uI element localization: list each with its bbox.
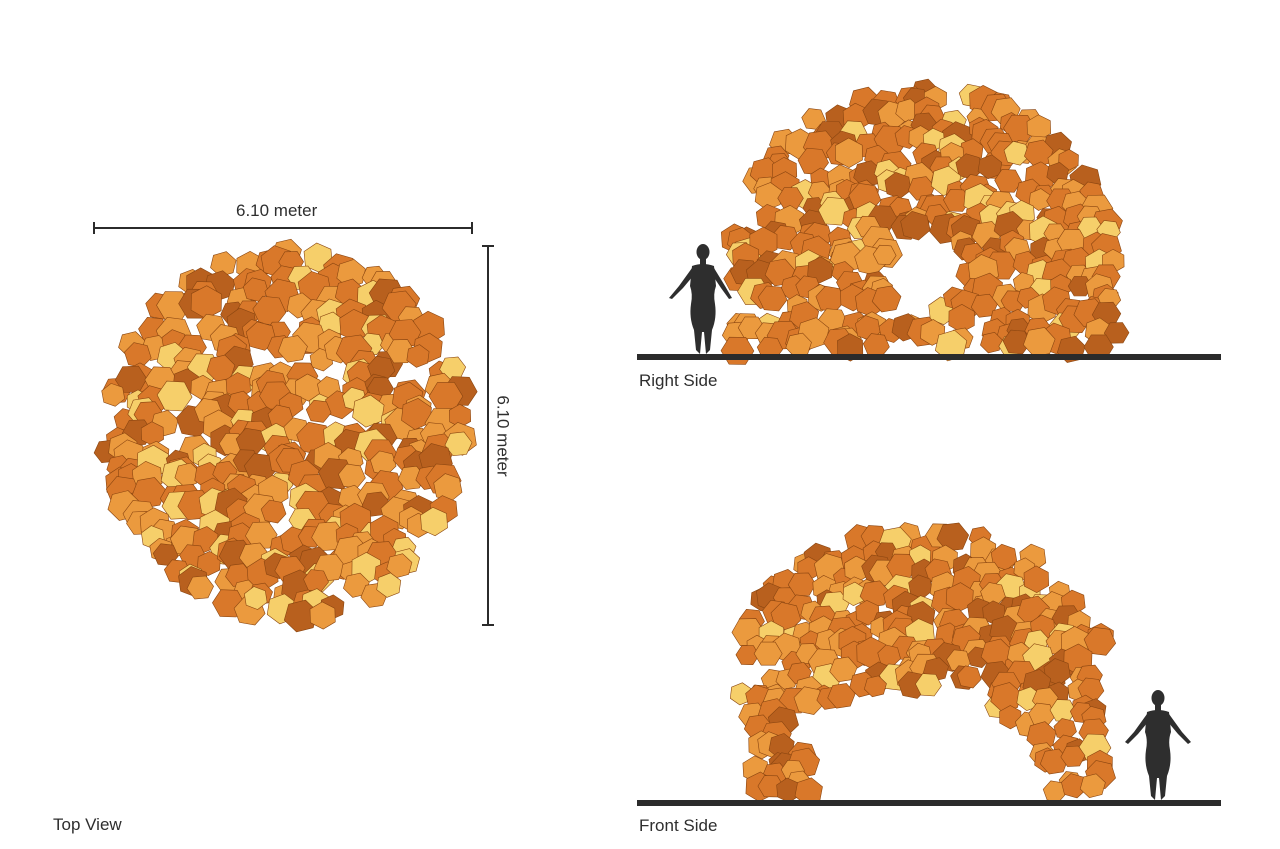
hexagon-tile <box>1002 329 1031 355</box>
hexagon-tile <box>1023 327 1056 357</box>
hexagon-tile <box>757 285 788 312</box>
hexagon-tile <box>369 450 397 476</box>
hexagon-tile <box>397 465 425 490</box>
hexagon-tile <box>186 575 214 600</box>
hexagon-tile <box>787 572 817 597</box>
hexagon-tile <box>309 601 336 630</box>
hexagon-tile <box>444 431 473 457</box>
depth-dimension-line <box>482 245 494 626</box>
front-side-ground-line <box>637 800 1221 806</box>
hexagon-tile <box>915 673 942 697</box>
hexagon-tile <box>817 196 851 226</box>
right-side-caption: Right Side <box>639 371 718 390</box>
hexagon-tile <box>406 344 430 368</box>
hexagon-tile <box>294 373 321 402</box>
hexagon-tile <box>1024 139 1054 167</box>
hexagon-tile <box>735 645 760 666</box>
hexagon-tile <box>1079 773 1106 799</box>
hexagon-tile <box>420 506 448 537</box>
hexagon-tile <box>970 293 998 318</box>
hexagon-tile <box>336 259 366 289</box>
hexagon-tile <box>386 553 413 579</box>
hexagon-tile <box>1060 745 1086 767</box>
hexagon-tile <box>448 403 472 428</box>
hexagon-tile <box>305 399 332 423</box>
hexagon-tile <box>994 169 1022 193</box>
hexagon-tile <box>829 656 858 683</box>
hexagon-tile <box>244 586 268 610</box>
human-scale-figure-right <box>669 244 732 354</box>
top-view-pavilion <box>93 238 478 633</box>
hexagon-tile <box>834 137 863 168</box>
depth-dimension-label: 6.10 meter <box>493 395 513 477</box>
hexagon-tile <box>977 154 1003 180</box>
hexagon-tile <box>871 285 902 313</box>
hexagon-tile <box>943 188 971 212</box>
top-view-caption: Top View <box>53 815 122 834</box>
hexagon-tile <box>956 665 982 689</box>
front-side-pavilion <box>729 522 1117 806</box>
hexagon-tile <box>260 499 287 524</box>
hexagon-tile <box>934 329 968 362</box>
hexagon-tile <box>245 321 277 351</box>
hexagon-tile <box>720 336 755 365</box>
hexagon-tile <box>753 641 783 666</box>
right-side-ground-line <box>637 354 1221 360</box>
hexagon-tile <box>376 572 402 598</box>
front-side-caption: Front Side <box>639 816 718 835</box>
hexagon-tile <box>900 210 931 241</box>
hexagon-tile <box>948 304 975 333</box>
hexagon-tile <box>827 683 856 709</box>
width-dimension-label: 6.10 meter <box>236 201 318 220</box>
hexagon-tile <box>863 675 887 698</box>
hexagon-tile <box>872 244 897 266</box>
hexagon-tile <box>277 335 308 363</box>
human-scale-figure-front <box>1125 690 1191 800</box>
hexagon-tile <box>777 187 804 210</box>
hexagon-tile <box>101 383 126 407</box>
right-side-pavilion <box>720 78 1130 365</box>
hexagon-tile <box>807 256 833 284</box>
hexagon-tile <box>1039 748 1069 775</box>
width-dimension-line <box>93 222 473 234</box>
hexagon-tile <box>1026 721 1057 751</box>
hexagon-tile <box>1023 565 1050 593</box>
